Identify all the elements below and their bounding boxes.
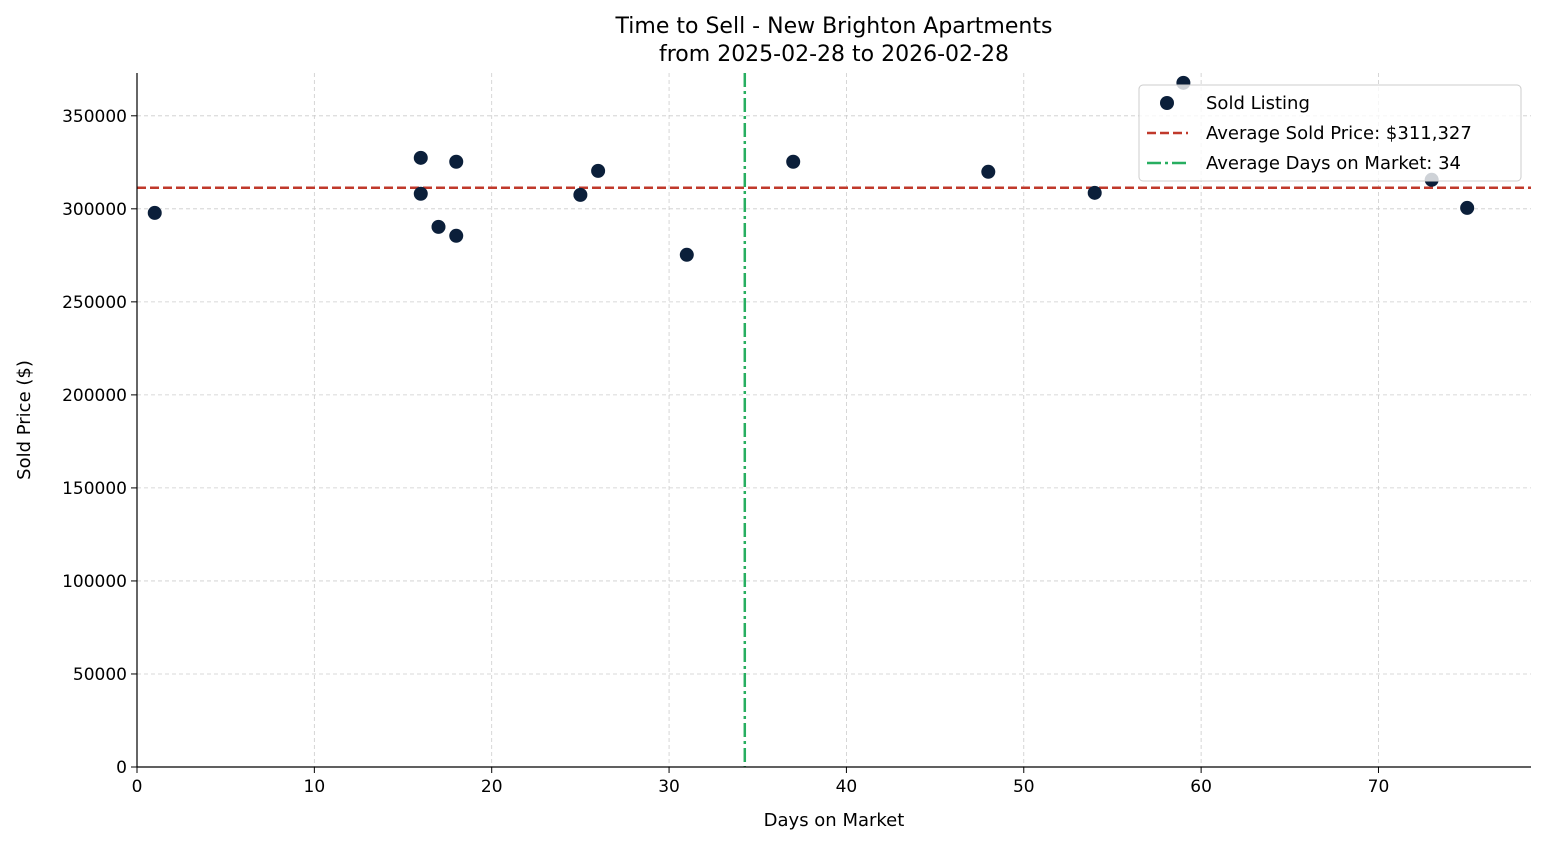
data-point — [449, 154, 464, 169]
data-point — [1460, 200, 1475, 215]
reference-lines — [137, 73, 1531, 767]
axes: 0 10 20 30 40 50 60 70 0 50000 100000 150000 200000 2… — [62, 73, 1531, 797]
y-tick-label: 250000 — [62, 293, 127, 313]
legend-label: Average Sold Price: $311,327 — [1206, 123, 1472, 144]
x-axis-label: Days on Market — [764, 810, 905, 831]
y-tick-label: 200000 — [62, 386, 127, 406]
legend-label: Sold Listing — [1206, 93, 1310, 114]
legend-marker — [1160, 96, 1174, 110]
legend-label: Average Days on Market: 34 — [1206, 153, 1461, 174]
y-axis-label: Sold Price ($) — [14, 360, 35, 480]
x-tick-label: 10 — [304, 777, 326, 797]
y-tick-label: 0 — [116, 758, 127, 778]
x-tick-label: 60 — [1190, 777, 1212, 797]
data-point — [679, 247, 694, 262]
data-point — [786, 154, 801, 169]
chart-title: Time to Sell - New Brighton Apartments — [615, 14, 1053, 39]
legend-box — [1138, 84, 1522, 182]
chart-subtitle: from 2025-02-28 to 2026-02-28 — [659, 42, 1009, 67]
data-point — [573, 187, 588, 202]
legend: Sold Listing Average Sold Price: $311,327… — [1138, 84, 1522, 182]
x-tick-label: 20 — [481, 777, 503, 797]
y-tick-label: 300000 — [62, 200, 127, 220]
data-point — [449, 228, 464, 243]
data-points — [147, 75, 1475, 262]
x-tick-label: 0 — [132, 777, 143, 797]
data-point — [147, 205, 162, 220]
data-point — [413, 186, 428, 201]
x-tick-label: 30 — [658, 777, 680, 797]
x-tick-label: 70 — [1368, 777, 1390, 797]
x-tick-label: 50 — [1013, 777, 1035, 797]
y-tick-label: 350000 — [62, 107, 127, 127]
data-point — [981, 164, 996, 179]
data-point — [1087, 185, 1102, 200]
y-tick-label: 50000 — [73, 665, 127, 685]
data-point — [591, 163, 606, 178]
y-tick-label: 150000 — [62, 479, 127, 499]
x-tick-label: 40 — [836, 777, 858, 797]
data-point — [431, 219, 446, 234]
y-tick-label: 100000 — [62, 572, 127, 592]
data-point — [413, 150, 428, 165]
